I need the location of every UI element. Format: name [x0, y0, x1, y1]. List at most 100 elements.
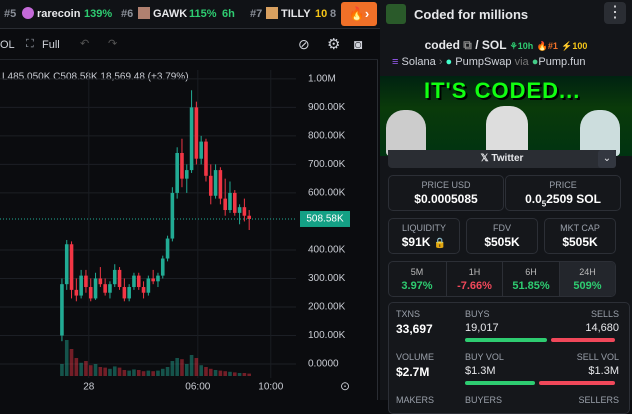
banner: IT'S CODED...: [380, 76, 632, 156]
volume-bar: [117, 367, 122, 376]
value: 0.052509 SOL: [506, 192, 620, 208]
screenshot[interactable]: ◙: [354, 36, 363, 52]
dex[interactable]: PumpSwap: [455, 56, 512, 68]
label: MKT CAP: [560, 223, 600, 233]
undo[interactable]: ↶: [80, 38, 90, 50]
candle-body: [228, 192, 232, 211]
label: LIQUIDITY: [401, 223, 446, 233]
volume-bar: [194, 358, 199, 376]
tools[interactable]: ⊘: [298, 36, 310, 52]
volume-bar: [170, 361, 175, 376]
sell-vol-bar: [539, 381, 615, 385]
label: PRICE USD: [421, 180, 471, 190]
zeros: 5: [541, 199, 547, 209]
name[interactable]: GAWK: [153, 8, 188, 20]
twitter-button[interactable]: 𝕏 Twitter: [388, 150, 616, 168]
volume-bar: [98, 367, 103, 376]
y-tick-label: 1.00M: [308, 73, 336, 84]
volume-bar: [132, 369, 136, 376]
candle-body: [170, 192, 175, 239]
candle-body: [180, 152, 184, 179]
last-price-label: 508.58K: [306, 214, 344, 225]
y-tick-label: 100.00K: [308, 330, 346, 341]
candle-body: [112, 269, 117, 285]
change-tab[interactable]: 6H 51.85%: [502, 262, 559, 296]
icon: [138, 7, 150, 19]
symbol: coded: [424, 38, 460, 52]
redo[interactable]: ↷: [108, 38, 118, 50]
change-tabs: 5M 3.97% 1H -7.66% 6H 51.85% 24H 509%: [388, 261, 616, 297]
chain[interactable]: Solana: [401, 56, 436, 68]
candle-body: [184, 170, 189, 179]
label: VOLUME: [396, 352, 435, 362]
age-text: 10h: [517, 41, 534, 51]
change-tab[interactable]: 5M 3.97%: [389, 262, 445, 296]
candle-body: [117, 269, 122, 288]
candle-body: [74, 289, 79, 296]
value: $91K 🔒: [401, 235, 447, 249]
tab-value: 51.85%: [512, 280, 550, 292]
value: $1.3M: [588, 365, 619, 377]
lead: 0.0: [525, 192, 542, 206]
boost: 10: [315, 8, 328, 20]
label: SELLERS: [578, 395, 619, 405]
stats-card: TXNS 33,697 BUYS 19,017 SELLS 14,680 VOL…: [388, 302, 630, 414]
copy[interactable]: ⧉: [463, 38, 472, 52]
candle-body: [88, 287, 93, 299]
change: 139%: [84, 8, 113, 20]
menu[interactable]: ⋮: [604, 2, 626, 24]
volume-bar: [223, 371, 227, 376]
volume-bar: [127, 370, 131, 376]
volume-bar: [84, 361, 88, 376]
boost: ⚡100: [561, 41, 588, 51]
age: ⚘10h: [509, 41, 534, 51]
expand[interactable]: ⌄: [598, 150, 616, 168]
trending-button[interactable]: 🔥›: [341, 2, 377, 26]
volume-bar: [136, 370, 141, 376]
volume-bar: [208, 368, 213, 376]
candle-body: [189, 107, 194, 171]
toolbar: OL ⛶ Full ↶ ↷ ⊘ ⚙ ◙: [0, 29, 378, 60]
token-panel: Coded for millions ⋮ coded ⧉ / SOL ⚘10h …: [380, 0, 632, 414]
launchpad[interactable]: Pump.fun: [538, 56, 586, 68]
name[interactable]: TILLY: [281, 8, 311, 20]
y-tick-label: 400.00K: [308, 245, 346, 256]
candle-body: [160, 258, 165, 276]
icon: [266, 7, 278, 19]
via: via: [514, 56, 529, 68]
volume-bar: [175, 358, 179, 376]
volume-bar: [237, 373, 242, 376]
value: $1.3M: [465, 365, 496, 377]
rank: 🔥#1: [536, 41, 558, 51]
tab-value: -7.66%: [457, 280, 492, 292]
pair[interactable]: OL: [0, 39, 15, 51]
ratio-bar: [465, 338, 615, 342]
reset[interactable]: ⊙: [340, 379, 350, 393]
rank: #7: [250, 8, 263, 20]
volume-bar: [88, 365, 93, 376]
candle-body: [208, 175, 213, 196]
ohlc-legend: L485.050K C508.58K 18,569.48 (+3.79%): [2, 72, 189, 83]
volume-bar: [242, 373, 247, 376]
x-tick-label: 06:00: [185, 382, 210, 393]
tab-label: 1H: [468, 267, 481, 277]
volume-bar: [79, 362, 83, 376]
volume-bar: [156, 370, 160, 376]
token-title: Coded for millions: [414, 7, 529, 22]
label: SELL VOL: [576, 352, 619, 362]
volume-bar: [122, 370, 127, 376]
value: 33,697: [396, 322, 433, 336]
settings[interactable]: ⚙: [327, 36, 341, 53]
value: $2.7M: [396, 365, 430, 379]
change-tab[interactable]: 1H -7.66%: [445, 262, 503, 296]
volume-bar: [204, 367, 208, 376]
label: BUYS: [465, 309, 490, 319]
candle-body: [194, 107, 199, 159]
volume-bar: [64, 340, 69, 376]
value-text: $91K: [401, 235, 431, 249]
label: FDV: [493, 223, 511, 233]
rank: #6: [121, 8, 134, 20]
full-button[interactable]: Full: [42, 39, 60, 51]
change-tab[interactable]: 24H 509%: [558, 262, 615, 296]
name[interactable]: rarecoin: [37, 8, 81, 20]
